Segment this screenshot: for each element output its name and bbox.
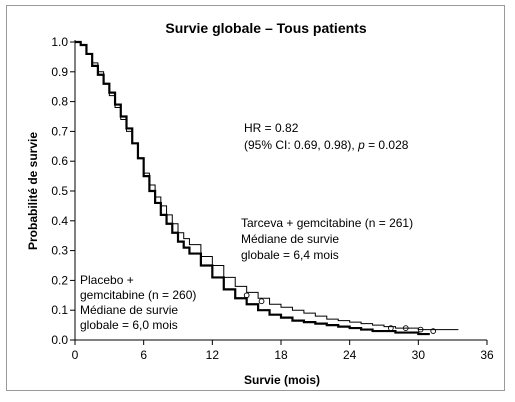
y-tick-label: 0.0 xyxy=(51,333,68,347)
x-tick-label: 36 xyxy=(480,348,494,362)
y-tick-label: 0.6 xyxy=(51,154,68,168)
y-tick-label: 0.3 xyxy=(51,244,68,258)
hr-annotation-line2: (95% CI: 0.69, 0.98), p = 0.028 xyxy=(244,138,409,152)
placebo-label-line1: Placebo + xyxy=(80,273,134,287)
chart-frame xyxy=(6,5,505,391)
censor-mark xyxy=(243,292,250,299)
censor-mark xyxy=(417,326,424,333)
x-ticks: 0 6 12 18 24 30 36 xyxy=(72,340,494,362)
hr-ci-text: (95% CI: 0.69, 0.98), xyxy=(244,138,358,152)
x-tick-label: 18 xyxy=(274,348,288,362)
censor-mark xyxy=(430,328,437,334)
y-tick-label: 0.5 xyxy=(51,184,68,198)
placebo-curve xyxy=(75,40,430,336)
y-axis-label: Probabilité de survie xyxy=(26,132,40,250)
tarceva-label-line1: Tarceva + gemcitabine (n = 261) xyxy=(241,216,413,230)
x-tick-label: 24 xyxy=(343,348,357,362)
censor-mark xyxy=(258,298,265,305)
censor-mark xyxy=(388,325,394,331)
y-tick-label: 0.9 xyxy=(51,65,68,79)
y-tick-label: 0.4 xyxy=(51,214,68,228)
tarceva-label-line2: Médiane de survie xyxy=(241,232,339,246)
x-axis-label: Survie (mois) xyxy=(244,373,320,387)
series-group xyxy=(75,40,459,336)
placebo-label-line4: globale = 6,0 mois xyxy=(80,318,178,332)
hr-p-value: = 0.028 xyxy=(365,138,409,152)
x-tick-label: 30 xyxy=(412,348,426,362)
x-tick-label: 12 xyxy=(206,348,220,362)
placebo-label-line2: gemcitabine (n = 260) xyxy=(80,288,196,302)
y-ticks: 0.0 0.1 0.2 0.3 0.4 0.5 0.6 0.7 0.8 0.9 1.0 xyxy=(51,35,75,347)
y-tick-label: 0.7 xyxy=(51,124,68,138)
censor-mark xyxy=(402,325,409,331)
y-tick-label: 0.8 xyxy=(51,95,68,109)
censor-marks xyxy=(243,292,437,334)
hr-p-symbol: p xyxy=(357,138,365,152)
tarceva-label-line3: globale = 6,4 mois xyxy=(241,248,339,262)
hr-annotation-line1: HR = 0.82 xyxy=(244,121,299,135)
x-tick-label: 0 xyxy=(72,348,79,362)
y-tick-label: 0.2 xyxy=(51,273,68,287)
y-tick-label: 0.1 xyxy=(51,303,68,317)
y-tick-label: 1.0 xyxy=(51,35,68,49)
chart-title: Survie globale – Tous patients xyxy=(165,20,366,36)
placebo-label-line3: Médiane de survie xyxy=(80,303,178,317)
x-tick-label: 6 xyxy=(140,348,147,362)
